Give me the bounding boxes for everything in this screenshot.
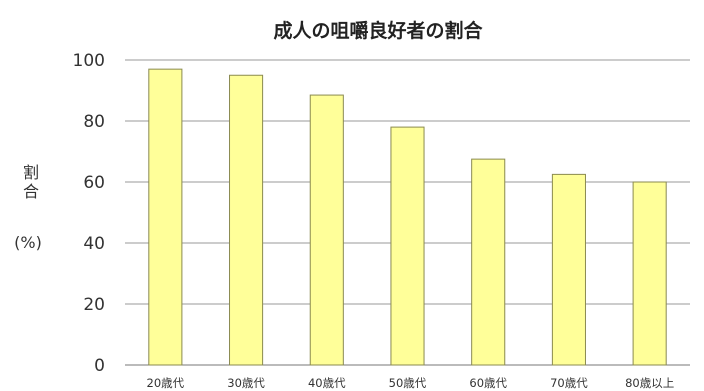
y-tick-label-0: 0: [94, 356, 105, 376]
bars: [148, 68, 667, 366]
y-tick-label-100: 100: [73, 51, 105, 71]
bar-6: [551, 173, 586, 366]
bar-5: [471, 158, 506, 366]
bar-3: [309, 94, 344, 366]
bar-2: [229, 74, 264, 366]
y-tick-label-40: 40: [83, 234, 105, 254]
x-tick-label-6: 70歳代: [550, 376, 588, 390]
y-tick-labels: 0 20 40 60 80 100: [73, 51, 105, 376]
y-tick-label-80: 80: [83, 112, 105, 132]
x-tick-labels: 20歳代 30歳代 40歳代 50歳代 60歳代 70歳代 80歳以上: [147, 376, 675, 390]
bar-4: [390, 126, 425, 366]
x-tick-label-5: 60歳代: [469, 376, 507, 390]
x-tick-label-4: 50歳代: [389, 376, 427, 390]
x-tick-label-1: 20歳代: [147, 376, 185, 390]
chart-title: 成人の咀嚼良好者の割合: [273, 19, 483, 42]
x-tick-label-3: 40歳代: [308, 376, 346, 390]
y-tick-label-60: 60: [83, 173, 105, 193]
y-axis-label-char-1: 割: [23, 163, 39, 182]
y-axis-label-unit: (%): [14, 233, 42, 252]
x-tick-label-2: 30歳代: [227, 376, 265, 390]
bar-1: [148, 68, 183, 366]
bar-7: [632, 181, 667, 366]
y-tick-label-20: 20: [83, 295, 105, 315]
y-axis-label-char-2: 合: [23, 182, 39, 201]
x-tick-label-7: 80歳以上: [625, 376, 674, 390]
